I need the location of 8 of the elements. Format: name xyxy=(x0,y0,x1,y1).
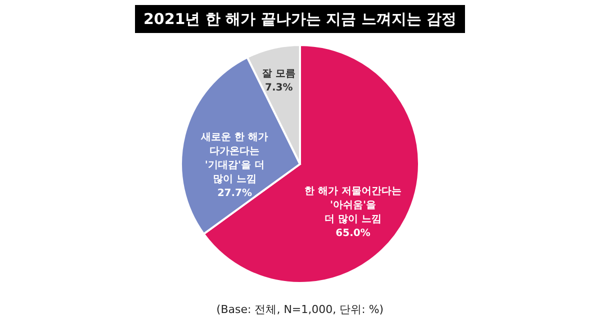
data-label: 65.0% xyxy=(336,228,370,240)
slice-label: 새로운 한 해가 다가온다는 '기대감'을 더 많이 느낌 xyxy=(200,132,268,185)
slice-label: 한 해가 저물어간다는 '아쉬움'을 더 많이 느낌 xyxy=(304,186,402,226)
text: (Base: 전체, N=1,000, 단위: %) xyxy=(216,303,384,316)
chart-title: 2021년 한 해가 끝나가는 지금 느껴지는 감정 xyxy=(143,10,457,28)
data-label: 27.7% xyxy=(217,188,252,199)
data-label: 7.3% xyxy=(265,82,293,94)
slice-label: 잘 모름 xyxy=(262,68,296,80)
